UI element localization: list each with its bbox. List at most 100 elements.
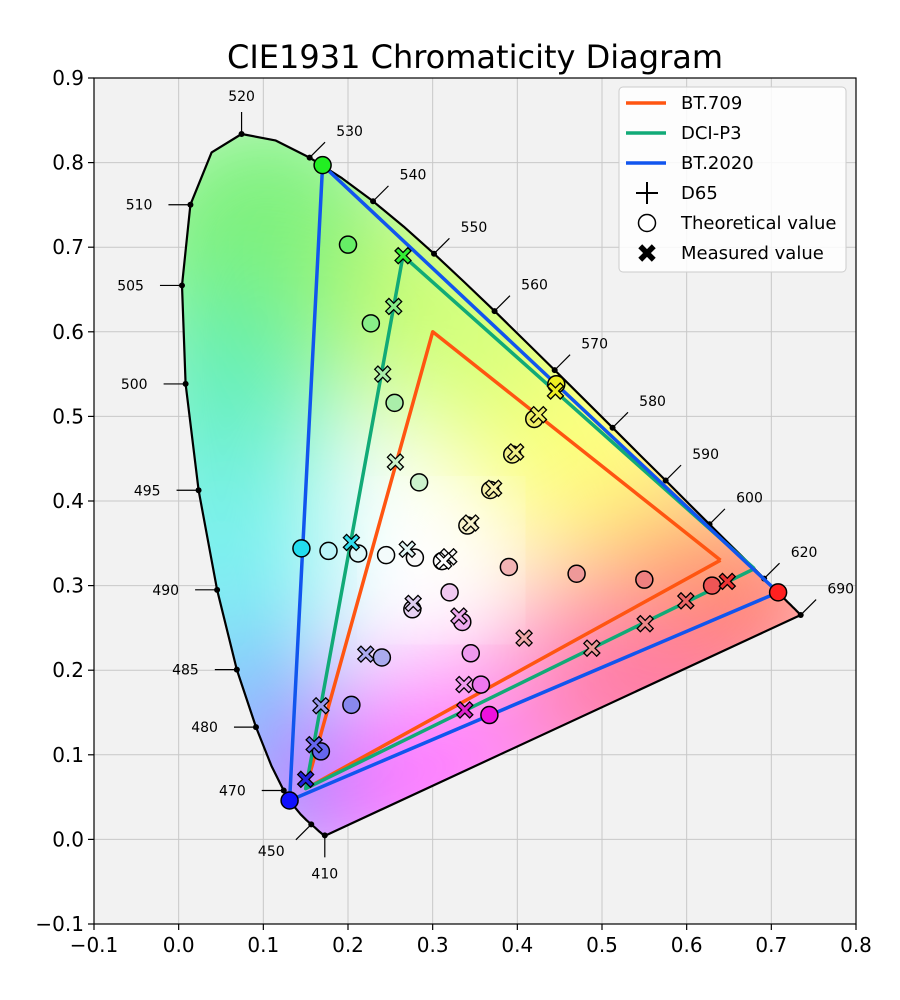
gamut-blob — [182, 458, 331, 679]
wavelength-dot — [306, 154, 313, 161]
wavelength-label: 550 — [461, 220, 488, 236]
theoretical-point — [361, 314, 381, 333]
wavelength-dot — [252, 724, 259, 731]
y-tick-label: 0.5 — [52, 404, 84, 428]
wavelength-label: 490 — [152, 583, 179, 599]
legend-circle-swatch — [637, 213, 657, 233]
wavelength-tick — [665, 464, 682, 481]
wavelength-label: 520 — [228, 89, 255, 105]
measured-point — [434, 552, 453, 570]
x-tick-label: 0.7 — [755, 933, 787, 957]
wavelength-label: 540 — [400, 168, 427, 184]
wavelength-label: 510 — [126, 198, 153, 214]
theoretical-point — [292, 539, 311, 558]
wavelength-label: 690 — [827, 581, 854, 597]
wavelength-dot — [321, 832, 328, 839]
wavelength-dot — [178, 282, 185, 289]
y-tick-label: 0.0 — [52, 827, 84, 851]
wavelength-dot — [238, 131, 245, 138]
measured-point — [455, 701, 474, 719]
gamut-blob — [182, 306, 331, 527]
x-tick-label: 0.8 — [840, 933, 872, 957]
x-tick-label: 0.3 — [417, 933, 449, 957]
y-tick-label: 0.3 — [52, 574, 84, 598]
wavelength-tick — [612, 411, 629, 429]
theoretical-point — [471, 675, 491, 694]
wavelength-label: 485 — [172, 663, 199, 679]
measured-point — [529, 405, 548, 424]
measured-point — [296, 770, 315, 789]
measured-point — [484, 479, 503, 498]
wavelength-dot — [280, 787, 287, 794]
legend: BT.709 DCI-P3 BT.2020 D65 Theoretical value M… — [618, 86, 847, 273]
wavelength-dot — [308, 821, 315, 828]
legend-plus-swatch — [636, 182, 658, 204]
legend-label: D65 — [681, 183, 718, 204]
measured-point — [461, 514, 480, 532]
wavelength-dot — [431, 250, 438, 257]
x-tick-label: 0.0 — [163, 933, 195, 957]
wavelength-tick — [372, 185, 389, 202]
theoretical-point — [440, 583, 459, 602]
legend-label: DCI-P3 — [681, 123, 742, 144]
wavelength-dot — [233, 666, 240, 673]
theoretical-point — [702, 576, 722, 595]
y-tick-label: 0.4 — [52, 489, 84, 513]
y-tick-label: 0.9 — [52, 66, 84, 90]
measured-point — [636, 614, 655, 633]
axis-ticks: −0.1 0.0 0.1 0.2 0.3 0.4 0.5 0.6 0.7 0.8 −0.1 0.0 0.… — [35, 66, 871, 957]
x-tick-label: 0.5 — [586, 933, 618, 957]
wavelength-dot — [797, 611, 804, 618]
measured-point — [394, 246, 412, 265]
legend-box — [618, 86, 847, 273]
measured-point — [342, 533, 361, 552]
theoretical-point — [313, 155, 332, 175]
theoretical-point — [499, 557, 519, 577]
wavelength-dot — [491, 308, 498, 315]
wavelength-tick — [554, 354, 571, 371]
wavelength-dot — [609, 424, 616, 431]
series-line — [303, 330, 722, 791]
spectral-locus-layer: 410 450 470 480 485 490 495 500 505 510 520 530 540 5… — [117, 89, 854, 882]
wavelength-dot — [187, 201, 194, 208]
wavelength-label: 450 — [258, 844, 285, 860]
measured-point — [676, 591, 695, 610]
theoretical-point — [348, 544, 368, 563]
legend-label: BT.2020 — [681, 153, 754, 174]
wavelength-label: 600 — [736, 491, 763, 507]
wavelength-label: 590 — [692, 447, 719, 463]
measured-point — [404, 594, 423, 613]
wavelength-tick — [433, 237, 450, 255]
measured-point — [718, 572, 737, 591]
legend-label: Theoretical value — [680, 213, 836, 234]
wavelength-label: 620 — [791, 545, 818, 561]
measured-point — [546, 382, 565, 400]
wavelength-tick — [309, 141, 326, 159]
wavelength-dot — [214, 586, 221, 593]
theoretical-point — [635, 570, 654, 589]
y-tick-label: 0.2 — [52, 658, 84, 682]
wavelength-label: 505 — [117, 278, 144, 294]
legend-label: BT.709 — [681, 93, 742, 114]
wavelength-label: 500 — [121, 377, 148, 393]
x-tick-label: 0.6 — [671, 933, 703, 957]
measured-point — [515, 629, 534, 647]
wavelength-tick — [709, 508, 726, 525]
y-tick-label: 0.8 — [52, 151, 84, 175]
y-tick-label: 0.1 — [52, 743, 84, 767]
measured-point — [305, 735, 324, 754]
theoretical-point — [567, 564, 586, 584]
theoretical-point — [376, 545, 396, 565]
wavelength-label: 410 — [311, 866, 338, 882]
measured-point — [449, 607, 468, 625]
theoretical-point — [461, 644, 481, 663]
measured-point — [455, 675, 473, 694]
wavelength-tick — [295, 824, 312, 841]
wavelength-label: 580 — [639, 394, 666, 410]
x-tick-label: 0.2 — [332, 933, 364, 957]
theoretical-point — [280, 791, 299, 810]
chart-title: CIE1931 Chromaticity Diagram — [227, 38, 723, 76]
theoretical-point — [385, 393, 404, 413]
wavelength-dot — [370, 198, 377, 205]
measured-point — [356, 645, 375, 664]
